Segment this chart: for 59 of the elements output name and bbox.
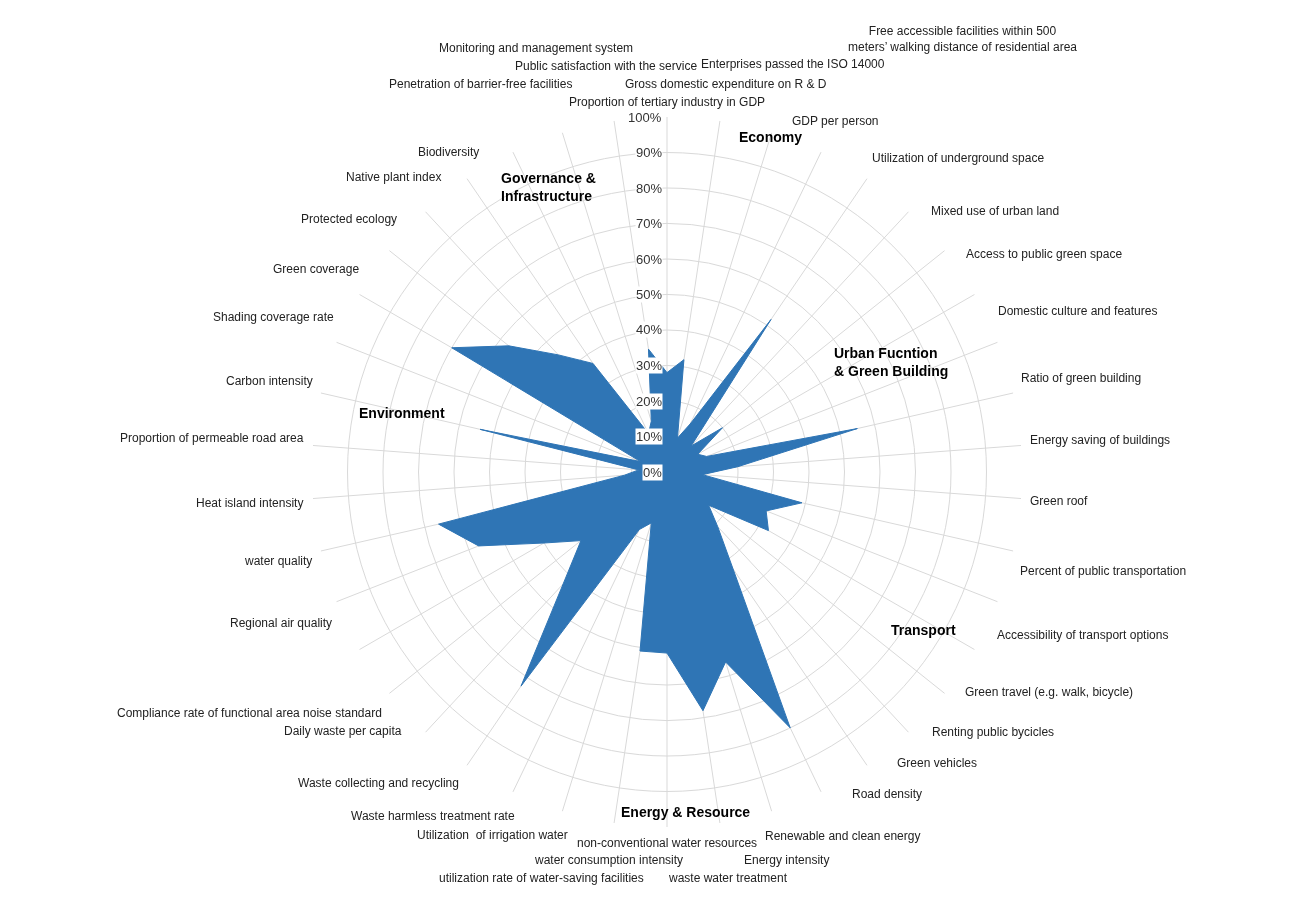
spoke-label: Renewable and clean energy [765,829,921,843]
spoke-label: Utilization of irrigation water [417,828,568,842]
spoke-label: Daily waste per capita [284,724,402,738]
spoke-label: water quality [244,554,313,568]
spoke-label: Green roof [1030,494,1089,508]
spoke-label: Protected ecology [301,212,398,226]
spoke-label: water consumption intensity [534,853,684,867]
y-tick-label: 80% [636,181,663,196]
spoke-label: Energy saving of buildings [1030,433,1171,447]
text: Governance & Infrastructure [501,170,596,205]
spoke-label: Biodiversity [418,145,480,159]
spoke-label: Waste harmless treatment rate [351,809,515,823]
spoke-label: Public satisfaction with the service [515,59,698,73]
spoke-label: Accessibility of transport options [997,628,1169,642]
spoke-label: Green travel (e.g. walk, bicycle) [965,685,1134,699]
text: Energy & Resource [621,804,751,820]
y-tick-label: 70% [636,216,663,231]
spoke-label: Road density [852,787,923,801]
spoke-label: Domestic culture and features [998,304,1158,318]
spoke-label: Waste collecting and recycling [298,776,459,790]
y-tick-label: 20% [636,394,663,409]
spoke-label: Enterprises passed the ISO 14000 [701,57,885,71]
spoke-label: Utilization of underground space [872,151,1045,165]
y-tick-label: 10% [636,429,663,444]
spoke-label: Mixed use of urban land [931,204,1060,218]
text: Economy [739,129,803,145]
spoke-label: Access to public green space [966,247,1123,261]
y-tick-label: 100% [628,110,662,125]
y-tick-label: 60% [636,252,663,267]
text: Urban Fucntion & Green Building [834,345,949,380]
spoke-label: Carbon intensity [226,374,313,388]
spoke-label: Regional air quality [230,616,333,630]
spoke-label: GDP per person [792,114,879,128]
spoke-label: Gross domestic expenditure on R & D [625,77,827,91]
spoke-label: Energy intensity [744,853,830,867]
y-tick-label: 0% [643,465,663,480]
spoke-label: Green coverage [273,262,360,276]
spoke-label: Penetration of barrier-free facilities [389,77,573,91]
spoke-label: non-conventional water resources [577,836,758,850]
spoke-label: Ratio of green building [1021,371,1142,385]
text: Transport [891,622,956,638]
spoke-label: waste water treatment [668,871,788,885]
spoke-label: Heat island intensity [196,496,304,510]
spoke-label: Free accessible facilities within 500 meters’ walking distance of residential area [848,24,1078,54]
spoke-label: Proportion of tertiary industry in GDP [569,95,766,109]
spoke-label: Green vehicles [897,756,978,770]
y-tick-label: 50% [636,287,663,302]
text: Environment [359,405,445,421]
spoke-label: Native plant index [346,170,442,184]
y-tick-label: 40% [636,322,663,337]
spoke-label: Compliance rate of functional area noise standard [117,706,382,720]
spoke-label: Shading coverage rate [213,310,335,324]
spoke-label: Percent of public transportation [1020,564,1187,578]
spoke-label: Renting public bycicles [932,725,1055,739]
spoke-label: Monitoring and management system [439,41,634,55]
spoke-label: utilization rate of water-saving facilities [439,871,644,885]
y-tick-label: 90% [636,145,663,160]
y-tick-label: 30% [636,358,663,373]
spoke-label: Proportion of permeable road area [120,431,304,445]
